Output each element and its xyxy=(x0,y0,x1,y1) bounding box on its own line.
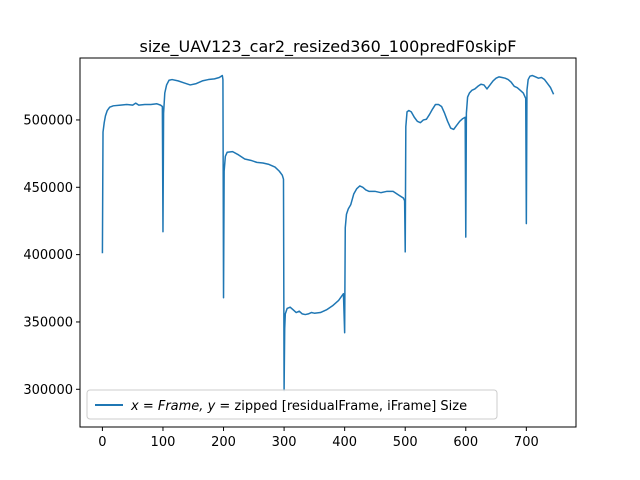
axes-frame xyxy=(79,57,577,428)
y-tick-label: 450000 xyxy=(23,181,73,196)
chart-title: size_UAV123_car2_resized360_100predF0ski… xyxy=(140,37,517,57)
y-tick-label: 400000 xyxy=(23,248,73,263)
x-tick-label: 500 xyxy=(393,435,418,450)
x-tick-label: 300 xyxy=(272,435,297,450)
x-tick-label: 600 xyxy=(453,435,478,450)
legend-box xyxy=(86,389,498,420)
series-line-0 xyxy=(101,74,555,392)
legend-label-text: zipped [residualFrame, iFrame] Size xyxy=(230,399,467,414)
x-tick-label: 700 xyxy=(514,435,539,450)
y-tick-label: 300000 xyxy=(23,383,73,398)
x-tick-label: 200 xyxy=(211,435,236,450)
x-tick-label: 0 xyxy=(98,435,106,450)
legend-label: x = Frame, y = zipped [residualFrame, iF… xyxy=(130,399,467,414)
legend-label-math: x = Frame, y = xyxy=(130,399,230,414)
plot-area xyxy=(101,74,555,392)
y-tick-label: 350000 xyxy=(23,315,73,330)
y-tick-label: 500000 xyxy=(23,113,73,128)
axis-ticks: 0 100 200 300 400 500 600 700 300000 350000 400000… xyxy=(23,113,538,450)
x-tick-label: 100 xyxy=(151,435,176,450)
x-tick-label: 400 xyxy=(332,435,357,450)
legend: x = Frame, y = zipped [residualFrame, iF… xyxy=(86,389,498,420)
